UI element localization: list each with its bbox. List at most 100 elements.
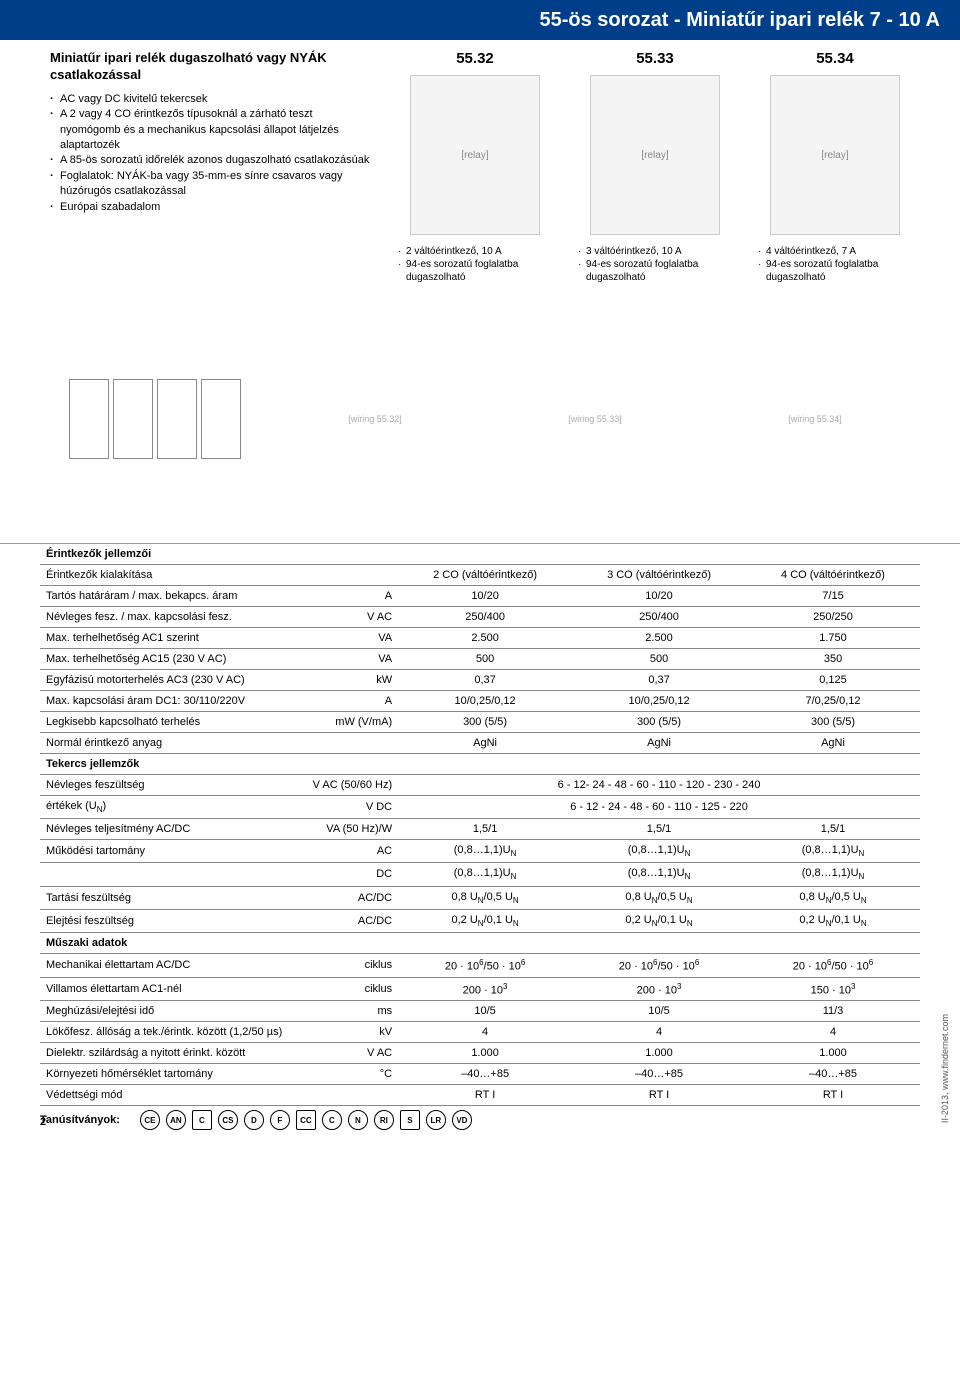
intro-title: Miniatűr ipari relék dugaszolható vagy N… — [50, 50, 370, 84]
product-name: 55.34 — [750, 50, 920, 67]
section-title: Műszaki adatok — [40, 932, 920, 953]
logo-icon — [50, 14, 76, 40]
spec-value: 500 — [398, 649, 572, 670]
product-desc-line: 94-es sorozatú foglalatba dugaszolható — [398, 258, 552, 284]
spec-value: AgNi — [572, 733, 746, 754]
cert-icon: S — [400, 1110, 420, 1130]
cert-icon: RI — [374, 1110, 394, 1130]
spec-row: Tartási feszültség AC/DC0,8 UN/0,5 UN0,8… — [40, 886, 920, 909]
spec-row: Dielektr. szilárdság a nyitott érinkt. k… — [40, 1043, 920, 1064]
spec-label: Tartós határáram / max. bekapcs. áram — [40, 586, 306, 607]
spec-value: (0,8…1,1)UN — [746, 863, 920, 886]
cert-icon: C — [192, 1110, 212, 1130]
spec-table: Érintkezők jellemzőiÉrintkezők kialakítá… — [40, 544, 920, 1106]
spec-value: AgNi — [746, 733, 920, 754]
spec-row: Normál érintkező anyag AgNiAgNiAgNi — [40, 733, 920, 754]
spec-unit: ciklus — [306, 953, 398, 977]
spec-value: 250/250 — [746, 607, 920, 628]
product-card: 55.32 [relay] 2 váltóérintkező, 10 A94-e… — [390, 50, 560, 284]
product-desc-line: 4 váltóérintkező, 7 A — [758, 245, 912, 258]
spec-row: Legkisebb kapcsolható terhelés mW (V/mA)… — [40, 712, 920, 733]
spec-value: 11/3 — [746, 1001, 920, 1022]
intro-block: Miniatűr ipari relék dugaszolható vagy N… — [50, 50, 390, 284]
product-name: 55.32 — [390, 50, 560, 67]
spec-value: (0,8…1,1)UN — [572, 863, 746, 886]
spec-unit: ciklus — [306, 977, 398, 1001]
cert-icon: CS — [218, 1110, 238, 1130]
spec-label: Meghúzási/elejtési idő — [40, 1001, 306, 1022]
spec-value: 200 · 103 — [572, 977, 746, 1001]
spec-unit: V AC (50/60 Hz) — [306, 775, 398, 796]
products-row: 55.32 [relay] 2 váltóérintkező, 10 A94-e… — [390, 50, 920, 284]
spec-value: 4 CO (váltóérintkező) — [746, 565, 920, 586]
spec-unit: AC — [306, 840, 398, 863]
spec-value: 0,37 — [398, 670, 572, 691]
spec-value: 0,125 — [746, 670, 920, 691]
spec-value: 20 · 106/50 · 106 — [398, 953, 572, 977]
intro-item: Foglalatok: NYÁK-ba vagy 35-mm-es sínre … — [50, 169, 370, 200]
spec-value: (0,8…1,1)UN — [398, 840, 572, 863]
spec-row: DC(0,8…1,1)UN(0,8…1,1)UN(0,8…1,1)UN — [40, 863, 920, 886]
side-note: II-2013, www.findernet.com — [940, 1014, 950, 1123]
spec-value: 2.500 — [398, 628, 572, 649]
spec-label — [40, 863, 306, 886]
spec-row: értékek (UN) V DC6 - 12 - 24 - 48 - 60 -… — [40, 796, 920, 819]
diagrams-row: [wiring 55.32] [wiring 55.33] [wiring 55… — [0, 304, 960, 544]
section-title: Tekercs jellemzők — [40, 754, 920, 775]
brand-logo: finder — [50, 12, 141, 40]
wiring-diagram-3: [wiring 55.34] — [710, 314, 920, 523]
spec-value: –40…+85 — [746, 1064, 920, 1085]
spec-value: 4 — [398, 1022, 572, 1043]
spec-unit: V DC — [306, 796, 398, 819]
spec-unit: VA — [306, 649, 398, 670]
spec-value: 1.750 — [746, 628, 920, 649]
spec-value: RT I — [746, 1085, 920, 1106]
product-card: 55.33 [relay] 3 váltóérintkező, 10 A94-e… — [570, 50, 740, 284]
spec-row: Tartós határáram / max. bekapcs. áram A1… — [40, 586, 920, 607]
cert-icon: CE — [140, 1110, 160, 1130]
spec-value: –40…+85 — [398, 1064, 572, 1085]
product-image: [relay] — [590, 75, 720, 235]
spec-unit: AC/DC — [306, 909, 398, 932]
spec-row: Névleges feszültség V AC (50/60 Hz)6 - 1… — [40, 775, 920, 796]
section-title: Érintkezők jellemzői — [40, 544, 920, 565]
spec-value: 3 CO (váltóérintkező) — [572, 565, 746, 586]
spec-value: 350 — [746, 649, 920, 670]
spec-label: Max. terhelhetőség AC15 (230 V AC) — [40, 649, 306, 670]
spec-value: 0,2 UN/0,1 UN — [398, 909, 572, 932]
spec-value: (0,8…1,1)UN — [572, 840, 746, 863]
product-desc-line: 3 váltóérintkező, 10 A — [578, 245, 732, 258]
spec-value: 1,5/1 — [572, 819, 746, 840]
spec-row: Villamos élettartam AC1-nél ciklus200 · … — [40, 977, 920, 1001]
wiring-diagram-2: [wiring 55.33] — [490, 314, 700, 523]
spec-value: 0,2 UN/0,1 UN — [746, 909, 920, 932]
product-card: 55.34 [relay] 4 váltóérintkező, 7 A94-es… — [750, 50, 920, 284]
spec-value: 20 · 106/50 · 106 — [572, 953, 746, 977]
product-desc-line: 94-es sorozatú foglalatba dugaszolható — [578, 258, 732, 284]
spec-value: 500 — [572, 649, 746, 670]
spec-label: Legkisebb kapcsolható terhelés — [40, 712, 306, 733]
spec-value: 10/5 — [398, 1001, 572, 1022]
spec-value: 20 · 106/50 · 106 — [746, 953, 920, 977]
spec-label: Működési tartomány — [40, 840, 306, 863]
product-image: [relay] — [770, 75, 900, 235]
cert-icon: C — [322, 1110, 342, 1130]
intro-item: AC vagy DC kivitelű tekercsek — [50, 92, 370, 107]
spec-label: Névleges feszültség — [40, 775, 306, 796]
product-image: [relay] — [410, 75, 540, 235]
spec-value: 10/0,25/0,12 — [398, 691, 572, 712]
spec-value: 10/5 — [572, 1001, 746, 1022]
spec-value: 0,2 UN/0,1 UN — [572, 909, 746, 932]
page-banner: 55-ös sorozat - Miniatűr ipari relék 7 -… — [0, 0, 960, 40]
spec-unit: A — [306, 691, 398, 712]
logo-text: finder — [80, 12, 141, 39]
spec-value: 6 - 12 - 24 - 48 - 60 - 110 - 125 - 220 — [398, 796, 920, 819]
spec-value: 1.000 — [572, 1043, 746, 1064]
spec-unit: kV — [306, 1022, 398, 1043]
spec-unit — [306, 1085, 398, 1106]
spec-label: Elejtési feszültség — [40, 909, 306, 932]
product-desc: 3 váltóérintkező, 10 A94-es sorozatú fog… — [570, 245, 740, 284]
spec-value: 0,8 UN/0,5 UN — [746, 886, 920, 909]
spec-label: Max. terhelhetőség AC1 szerint — [40, 628, 306, 649]
product-desc-line: 94-es sorozatú foglalatba dugaszolható — [758, 258, 912, 284]
